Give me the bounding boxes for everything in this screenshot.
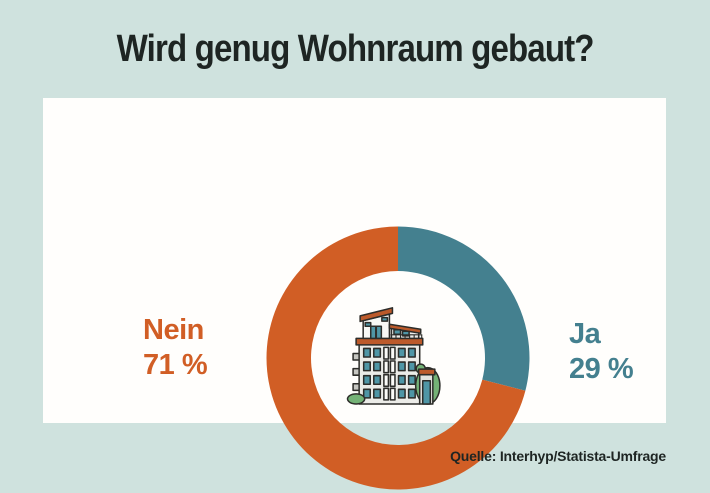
garage-roof: [417, 368, 436, 376]
label-nein-name: Nein: [143, 314, 204, 346]
balcony-railing: [390, 334, 423, 339]
penthouse-window: [381, 316, 389, 322]
rooftop-structure-roof: [388, 323, 422, 335]
page-title-text: Wird genug Wohnraum gebaut?: [116, 28, 594, 70]
garage-door: [421, 379, 432, 405]
penthouse-window: [364, 321, 372, 327]
donut-slice-nein: [266, 226, 526, 490]
label-nein-value: 71 %: [143, 349, 208, 381]
penthouse-door: [375, 325, 383, 340]
penthouse-door: [369, 325, 377, 340]
rooftop-window: [393, 329, 402, 336]
chart-card: Nein 71 %: [43, 98, 666, 490]
donut-chart: [266, 226, 530, 490]
bush-left: [346, 393, 366, 405]
donut-slice-ja: [398, 226, 530, 391]
building-cornice: [355, 337, 424, 346]
page-title: Wird genug Wohnraum gebaut?: [0, 28, 710, 72]
label-ja: Ja 29 %: [569, 317, 634, 387]
building-windows-tall: [383, 346, 396, 401]
apartment-building-icon: [346, 307, 441, 405]
penthouse-roof: [359, 307, 394, 323]
source-note: Quelle: Interhyp/Statista-Umfrage: [450, 448, 666, 464]
label-nein: Nein 71 %: [143, 313, 208, 383]
label-ja-value: 29 %: [569, 353, 634, 385]
label-ja-name: Ja: [569, 318, 601, 350]
rooftop-window: [401, 330, 410, 337]
building-windows-teal: [362, 347, 416, 399]
